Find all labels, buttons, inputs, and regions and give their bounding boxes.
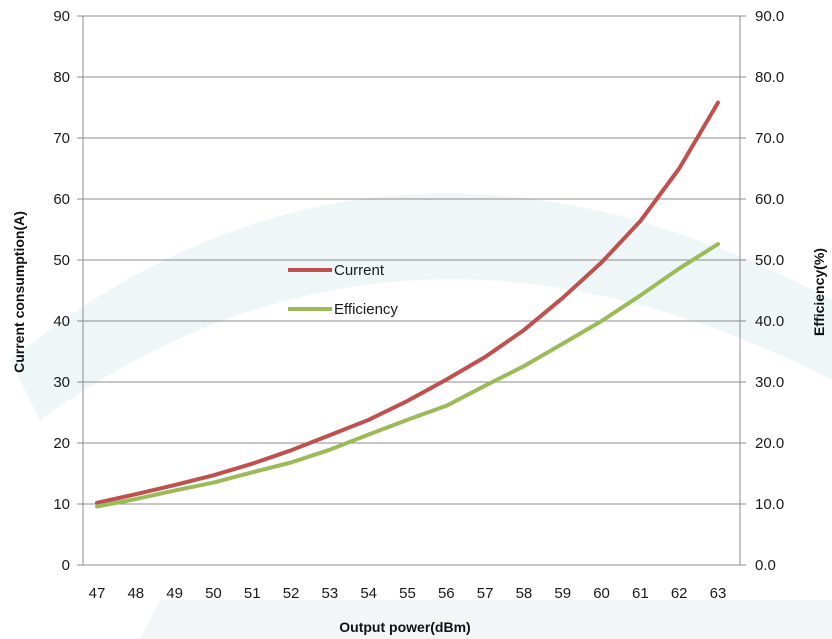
y2-axis-title: Efficiency(%): [811, 248, 827, 336]
x-tick-label: 51: [244, 585, 261, 602]
y2-tick-label: 80.0: [755, 69, 784, 86]
background-watermark: [10, 193, 832, 639]
y-tick-label: 0: [62, 557, 70, 574]
legend-label: Efficiency: [334, 301, 398, 318]
y-tick-label: 10: [53, 496, 70, 513]
y-axis-title: Current consumption(A): [11, 211, 27, 373]
legend-label: Current: [334, 262, 385, 279]
y-tick-label: 40: [53, 313, 70, 330]
series-layer: [95, 100, 720, 509]
x-tick-label: 60: [593, 585, 610, 602]
y-tick-label: 80: [53, 69, 70, 86]
x-tick-label: 47: [89, 585, 106, 602]
x-tick-label: 50: [205, 585, 222, 602]
y2-tick-label: 40.0: [755, 313, 784, 330]
y2-tick-label: 50.0: [755, 252, 784, 269]
x-axis-title: Output power(dBm): [339, 619, 470, 635]
x-tick-label: 55: [399, 585, 416, 602]
y-axis-ticks: 0 10 20 30 40 50 60 70 80 90: [53, 8, 70, 574]
y-tick-label: 60: [53, 191, 70, 208]
y2-tick-label: 90.0: [755, 8, 784, 25]
y2-tick-label: 70.0: [755, 130, 784, 147]
y2-tick-label: 30.0: [755, 374, 784, 391]
x-axis-ticks: 47 48 49 50 51 52 53 54 55 56 57 58 59 60 61 62 63: [89, 585, 727, 602]
y2-tick-label: 20.0: [755, 435, 784, 452]
x-tick-label: 49: [166, 585, 183, 602]
y2-tick-label: 60.0: [755, 191, 784, 208]
y-tick-label: 70: [53, 130, 70, 147]
x-tick-label: 58: [516, 585, 533, 602]
x-tick-label: 62: [671, 585, 688, 602]
y2-tick-label: 0.0: [755, 557, 776, 574]
x-tick-label: 63: [710, 585, 727, 602]
x-tick-label: 56: [438, 585, 455, 602]
legend: Current Efficiency: [288, 262, 398, 318]
y2-axis-ticks: 0.0 10.0 20.0 30.0 40.0 50.0 60.0 70.0 80.0 90.0: [755, 8, 784, 574]
y-tick-label: 50: [53, 252, 70, 269]
x-tick-label: 59: [554, 585, 571, 602]
x-tick-label: 53: [322, 585, 339, 602]
y-tick-label: 20: [53, 435, 70, 452]
series-line-current: [95, 100, 720, 505]
y2-tick-label: 10.0: [755, 496, 784, 513]
y-tick-label: 30: [53, 374, 70, 391]
x-tick-label: 61: [632, 585, 649, 602]
series-line-efficiency: [95, 242, 720, 509]
axes: [77, 15, 746, 566]
x-tick-label: 48: [127, 585, 144, 602]
x-tick-label: 52: [283, 585, 300, 602]
x-tick-label: 54: [360, 585, 377, 602]
x-tick-label: 57: [477, 585, 494, 602]
gridlines: [83, 15, 740, 505]
y-tick-label: 90: [53, 8, 70, 25]
